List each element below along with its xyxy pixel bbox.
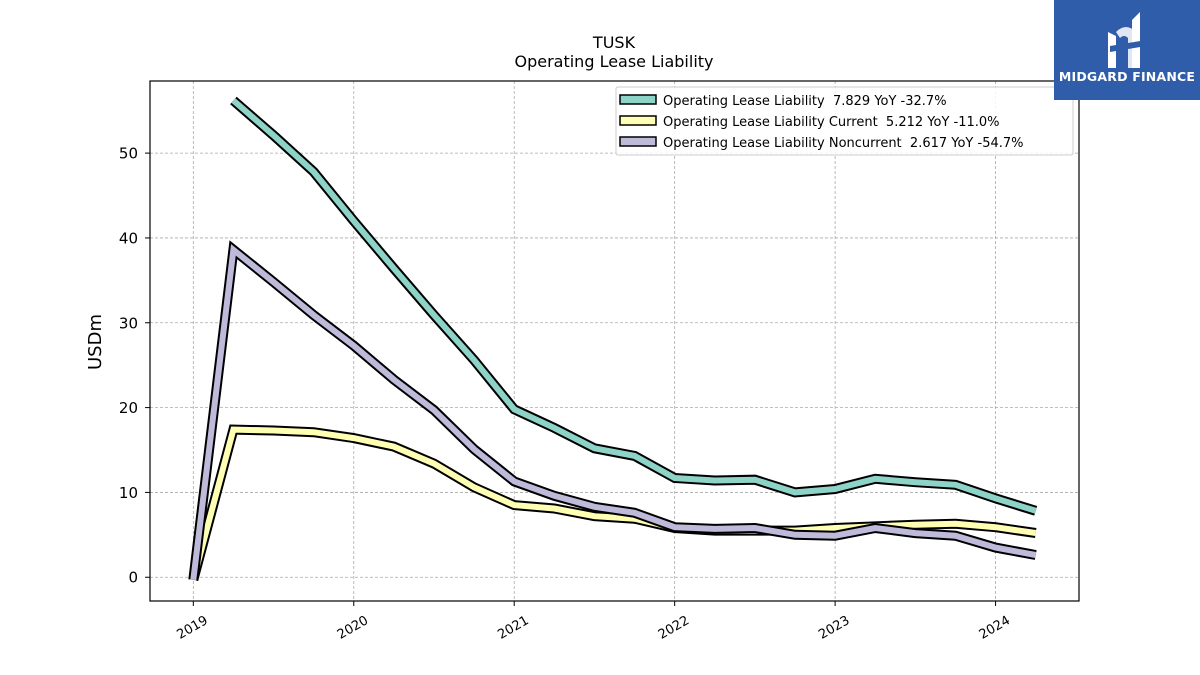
legend: Operating Lease Liability 7.829 YoY -32.… bbox=[615, 86, 1074, 156]
legend-entry-0: Operating Lease Liability 7.829 YoY -32.… bbox=[663, 94, 947, 109]
series-stroke bbox=[231, 98, 1037, 514]
y-tick-label: 10 bbox=[119, 484, 138, 502]
plot-frame bbox=[149, 80, 1080, 602]
y-axis-ticks: 0 10 20 30 40 50 bbox=[119, 145, 150, 587]
legend-entry-2: Operating Lease Liability Noncurrent 2.6… bbox=[663, 136, 1024, 151]
brand-logo: MIDGARD FINANCE bbox=[1054, 0, 1200, 100]
series-line-2 bbox=[188, 240, 1037, 581]
x-tick-label: 2019 bbox=[174, 613, 210, 643]
x-tick-label: 2021 bbox=[495, 613, 531, 643]
series-stroke bbox=[190, 244, 1037, 581]
series-line-0 bbox=[230, 96, 1038, 516]
y-tick-label: 30 bbox=[119, 314, 138, 332]
legend-entry-1: Operating Lease Liability Current 5.212 … bbox=[663, 115, 1000, 130]
legend-swatch-2 bbox=[619, 136, 657, 147]
brand-name: MIDGARD FINANCE bbox=[1058, 69, 1196, 84]
legend-swatch-1 bbox=[619, 115, 657, 126]
x-tick-label: 2022 bbox=[656, 613, 692, 643]
legend-swatch-0 bbox=[619, 94, 657, 105]
y-tick-label: 0 bbox=[128, 569, 138, 587]
legend-box bbox=[615, 86, 1074, 156]
x-tick-label: 2023 bbox=[816, 613, 852, 643]
x-tick-label: 2020 bbox=[335, 613, 371, 643]
x-axis-ticks: 2019 2020 2021 2022 2023 2024 bbox=[174, 601, 1013, 643]
x-tick-label: 2024 bbox=[977, 613, 1013, 643]
y-axis-label: USDm bbox=[85, 314, 106, 370]
midgard-m-mark-icon bbox=[1108, 12, 1146, 68]
series-lines bbox=[188, 96, 1038, 582]
y-tick-label: 20 bbox=[119, 399, 138, 417]
chart-title: TUSK bbox=[592, 33, 636, 52]
y-tick-label: 40 bbox=[119, 229, 138, 247]
y-tick-label: 50 bbox=[119, 145, 138, 163]
chart-subtitle: Operating Lease Liability bbox=[514, 52, 713, 71]
